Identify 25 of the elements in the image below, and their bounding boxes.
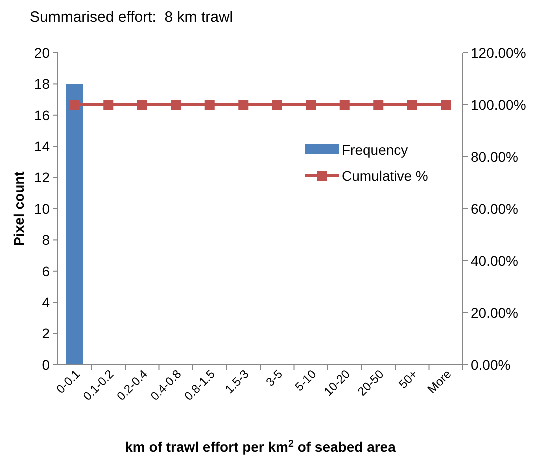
y2-tick-label: 20.00% [471, 304, 518, 321]
y-tick-label: 10 [34, 200, 50, 217]
y-tick-label: 18 [34, 76, 50, 92]
y2-tick-label: 40.00% [471, 252, 518, 269]
y-tick-label: 16 [34, 107, 50, 124]
legend-label: Frequency [342, 142, 408, 158]
y2-tick-label: 120.00% [471, 44, 526, 61]
y2-tick-label: 80.00% [471, 148, 518, 165]
x-axis-title: km of trawl effort per km$^{2}$ of seabed area [125, 438, 396, 455]
y2-tick-label: 100.00% [471, 96, 526, 113]
y-tick-label: 4 [42, 294, 50, 310]
y2-tick-label: 0.00% [471, 356, 511, 373]
y-tick-label: 12 [34, 170, 50, 186]
y-tick-label: 2 [42, 326, 50, 342]
y2-tick-label: 60.00% [471, 200, 518, 217]
y-tick-label: 20 [34, 44, 50, 61]
chart-title: Summarised effort: 8 km trawl [30, 9, 234, 26]
y-tick-label: 8 [42, 232, 50, 248]
y-tick-label: 6 [42, 263, 50, 280]
x-tick-label: 3-5 [263, 366, 286, 390]
y-tick-label: 0 [42, 356, 50, 373]
y-tick-label: 14 [34, 138, 50, 154]
y-axis-title: Pixel count [11, 171, 27, 246]
x-tick-label: 50+ [396, 367, 420, 392]
legend-label: Cumulative % [342, 168, 428, 184]
